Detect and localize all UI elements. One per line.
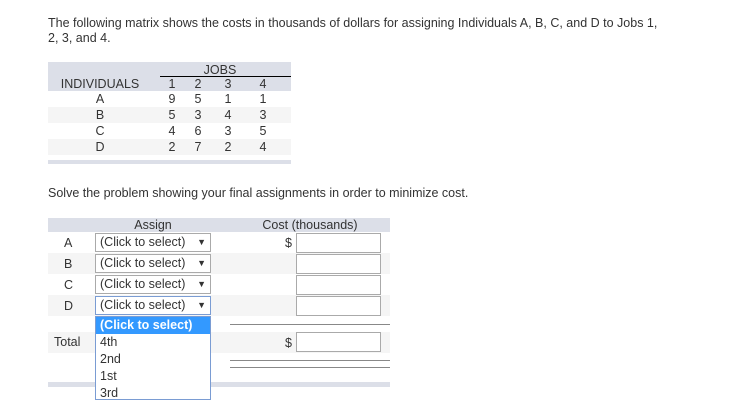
assign-select[interactable]: (Click to select) ▼	[95, 254, 211, 273]
dropdown-arrow-icon: ▼	[197, 258, 206, 268]
cost-cell: 1	[259, 92, 267, 106]
cost-input[interactable]	[296, 275, 381, 295]
cost-input[interactable]	[296, 296, 381, 316]
individual-label: B	[95, 108, 105, 122]
row-label: D	[64, 299, 74, 313]
job-header: 4	[259, 77, 267, 91]
cost-cell: 6	[194, 124, 202, 138]
row-label: A	[64, 236, 73, 250]
assign-select-value: (Click to select)	[100, 277, 186, 291]
cost-cell: 4	[168, 124, 176, 138]
cost-input[interactable]	[296, 254, 381, 274]
dropdown-arrow-icon: ▼	[197, 237, 206, 247]
cost-cell: 5	[259, 124, 267, 138]
assign-select[interactable]: (Click to select) ▼	[95, 296, 211, 315]
currency-sign: $	[285, 236, 292, 250]
individual-label: A	[95, 92, 105, 106]
assign-select-value: (Click to select)	[100, 235, 186, 249]
cost-cell: 4	[224, 108, 232, 122]
row-label: C	[64, 278, 74, 292]
job-header: 1	[168, 77, 176, 91]
assign-select[interactable]: (Click to select) ▼	[95, 233, 211, 252]
individuals-header: INDIVIDUALS	[60, 77, 140, 91]
instruction-text: Solve the problem showing your final ass…	[48, 186, 469, 200]
dropdown-option[interactable]: 4th	[100, 335, 118, 349]
currency-sign: $	[285, 336, 292, 350]
dropdown-option[interactable]: 3rd	[100, 386, 119, 400]
cost-cell: 9	[168, 92, 176, 106]
cost-cell: 7	[194, 140, 202, 154]
dropdown-option[interactable]: 1st	[100, 369, 117, 383]
cost-cell: 3	[259, 108, 267, 122]
cost-header: Cost (thousands)	[262, 218, 358, 232]
individual-label: D	[95, 140, 105, 154]
dropdown-arrow-icon: ▼	[197, 279, 206, 289]
assign-select[interactable]: (Click to select) ▼	[95, 275, 211, 294]
total-label: Total	[54, 335, 81, 349]
row-label: B	[64, 257, 73, 271]
cost-cell: 5	[168, 108, 176, 122]
cost-cell: 4	[259, 140, 267, 154]
total-cost-input[interactable]	[296, 332, 381, 352]
job-header: 2	[194, 77, 202, 91]
jobs-header: JOBS	[203, 63, 237, 77]
cost-input[interactable]	[296, 233, 381, 253]
intro-text: The following matrix shows the costs in …	[48, 16, 658, 45]
dropdown-arrow-icon: ▼	[197, 300, 206, 310]
cost-cell: 3	[224, 124, 232, 138]
assign-dropdown-list[interactable]: (Click to select) 4th 2nd 1st 3rd	[95, 316, 211, 400]
dropdown-option[interactable]: (Click to select)	[96, 317, 210, 334]
cost-cell: 1	[224, 92, 232, 106]
assign-header: Assign	[134, 218, 172, 232]
individual-label: C	[95, 124, 105, 138]
cost-cell: 3	[194, 108, 202, 122]
dropdown-option[interactable]: 2nd	[100, 352, 121, 366]
cost-cell: 2	[168, 140, 176, 154]
assign-select-value: (Click to select)	[100, 298, 186, 312]
cost-cell: 2	[224, 140, 232, 154]
cost-cell: 5	[194, 92, 202, 106]
assign-select-value: (Click to select)	[100, 256, 186, 270]
job-header: 3	[224, 77, 232, 91]
